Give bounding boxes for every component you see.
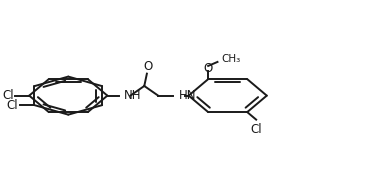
Text: Cl: Cl [250,123,262,136]
Text: O: O [204,62,213,75]
Text: Cl: Cl [6,99,18,112]
Text: NH: NH [124,89,142,102]
Text: O: O [143,61,152,73]
Text: CH₃: CH₃ [221,54,240,64]
Text: HN: HN [179,89,196,102]
Text: Cl: Cl [2,89,13,102]
